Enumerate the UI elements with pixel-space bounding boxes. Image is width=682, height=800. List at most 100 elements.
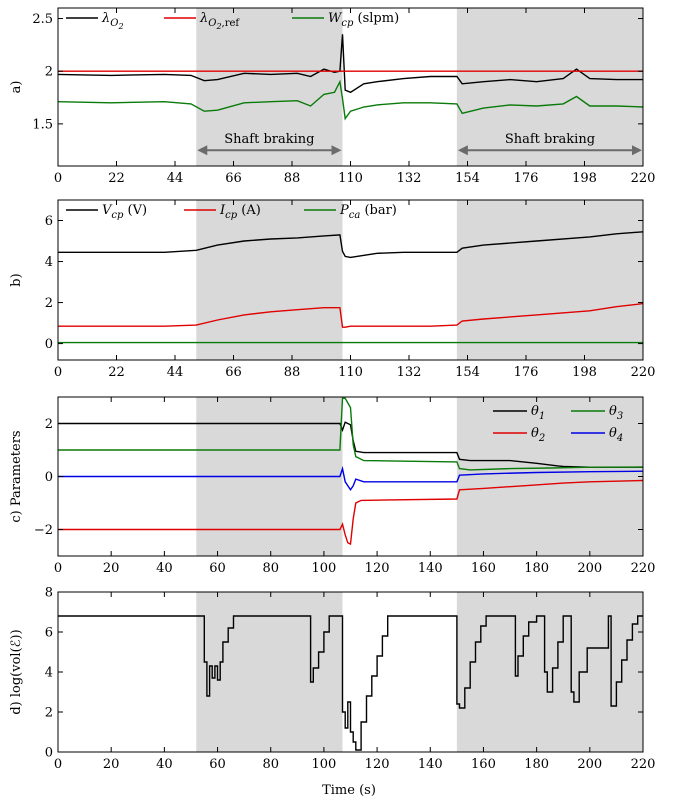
x-tick-label: 0 — [54, 561, 62, 576]
series-line-2 — [58, 479, 643, 546]
legend-label: Icp (A) — [219, 203, 261, 221]
x-tick-label: 66 — [225, 365, 242, 380]
x-tick-label: 198 — [572, 171, 597, 186]
x-tick-label: 176 — [514, 365, 539, 380]
x-tick-label: 132 — [397, 171, 422, 186]
x-tick-label: 140 — [418, 561, 443, 576]
legend-label: θ1 — [531, 404, 545, 422]
x-tick-label: 60 — [209, 757, 226, 772]
arrow-head-right — [632, 145, 642, 156]
x-tick-label: 160 — [471, 757, 496, 772]
y-tick-label: 4 — [45, 255, 53, 270]
shaded-interval — [196, 8, 343, 166]
x-tick-label: 180 — [524, 757, 549, 772]
x-tick-label: 160 — [471, 561, 496, 576]
y-tick-label: 0 — [45, 337, 53, 352]
x-tick-label: 140 — [418, 757, 443, 772]
series-line-cp — [58, 231, 643, 259]
panel-label: a) — [9, 81, 24, 94]
x-tick-label: 132 — [397, 365, 422, 380]
shaded-interval — [196, 200, 343, 360]
panel-label: d) log(vol(ℰ)) — [9, 629, 24, 714]
x-tick-label: 110 — [338, 365, 363, 380]
legend-label: λO2,ref — [199, 11, 240, 31]
x-tick-label: 44 — [167, 365, 184, 380]
series-line-O — [58, 34, 643, 94]
x-tick-label: 120 — [365, 561, 390, 576]
legend-label: θ3 — [609, 404, 623, 422]
x-tick-label: 22 — [108, 365, 125, 380]
x-tick-label: 154 — [455, 365, 480, 380]
x-tick-label: 44 — [167, 171, 184, 186]
x-tick-label: 200 — [577, 757, 602, 772]
x-tick-label: 0 — [54, 365, 62, 380]
x-tick-label: 100 — [311, 757, 336, 772]
x-tick-label: 200 — [577, 561, 602, 576]
y-tick-label: 2 — [45, 296, 53, 311]
series-line-cp — [58, 302, 643, 328]
y-tick-label: 8 — [45, 586, 53, 601]
series-line-main — [58, 615, 643, 751]
x-tick-label: 20 — [103, 757, 120, 772]
series-line-3 — [58, 397, 643, 471]
arrow-head-left — [457, 145, 468, 156]
legend-label: θ4 — [609, 426, 623, 444]
x-tick-label: 0 — [54, 757, 62, 772]
series-line-cp — [58, 79, 643, 121]
x-tick-label: 66 — [225, 171, 242, 186]
legend-label: Vcp (V) — [102, 203, 147, 221]
x-tick-label: 198 — [572, 365, 597, 380]
x-tick-label: 110 — [338, 171, 363, 186]
x-tick-label: 0 — [54, 171, 62, 186]
y-tick-label: 4 — [45, 666, 53, 681]
x-tick-label: 100 — [311, 561, 336, 576]
shaded-interval — [456, 397, 643, 556]
panel-label: b) — [9, 273, 24, 286]
x-tick-label: 120 — [365, 757, 390, 772]
y-tick-label: 6 — [45, 626, 53, 641]
x-tick-label: 220 — [631, 757, 656, 772]
x-tick-label: 180 — [524, 561, 549, 576]
x-tick-label: 40 — [156, 757, 173, 772]
arrow-head-left — [197, 145, 208, 156]
legend-label: θ2 — [531, 426, 545, 444]
x-tick-label: 220 — [631, 171, 656, 186]
legend-label: Pca (bar) — [339, 203, 397, 221]
panel-b: 0 22 44 66 88 110 132 154 176 198 220 0 2 4 6 b) Vcp (V)… — [9, 199, 656, 380]
y-tick-label: 0 — [45, 746, 53, 761]
y-tick-label: 2 — [45, 417, 53, 432]
x-tick-label: 60 — [209, 561, 226, 576]
x-tick-label: 80 — [262, 757, 279, 772]
x-tick-label: 220 — [631, 365, 656, 380]
legend-label: Wcp (slpm) — [328, 11, 399, 29]
y-tick-label: 2.5 — [32, 12, 53, 27]
y-tick-label: 0 — [45, 470, 53, 485]
panel-a: 0 22 44 66 88 110 132 154 176 198 220 1.5 2 2.5 a) Shaf… — [9, 7, 656, 186]
x-tick-label: 80 — [262, 561, 279, 576]
shaded-interval — [456, 8, 643, 166]
x-tick-label: 88 — [284, 171, 301, 186]
shaded-interval — [456, 200, 643, 360]
y-tick-label: 6 — [45, 214, 53, 229]
y-tick-label: 2 — [45, 706, 53, 721]
panel-c: 0 20 40 60 80 100 120 140 160 180 200 220 −2 0 2 c) Par… — [9, 396, 656, 576]
panel-d: 0 20 40 60 80 100 120 140 160 180 200 220 0 2 4 6 8 d) lo… — [9, 586, 655, 773]
arrow-head-right — [331, 145, 342, 156]
y-tick-label: −2 — [34, 523, 53, 538]
y-tick-label: 2 — [45, 65, 53, 80]
annotation-text: Shaft braking — [505, 132, 595, 147]
panel-label: c) Parameters — [9, 430, 24, 522]
x-tick-label: 176 — [514, 171, 539, 186]
x-tick-label: 22 — [108, 171, 125, 186]
x-tick-label: 40 — [156, 561, 173, 576]
shaded-interval — [456, 592, 643, 752]
y-tick-label: 1.5 — [32, 117, 53, 132]
series-line-1 — [58, 421, 643, 468]
x-axis-label: Time (s) — [322, 783, 376, 798]
legend-label: λO2 — [101, 11, 124, 31]
x-tick-label: 220 — [631, 561, 656, 576]
series-line-4 — [58, 465, 643, 492]
annotation-text: Shaft braking — [224, 132, 314, 147]
x-tick-label: 154 — [455, 171, 480, 186]
